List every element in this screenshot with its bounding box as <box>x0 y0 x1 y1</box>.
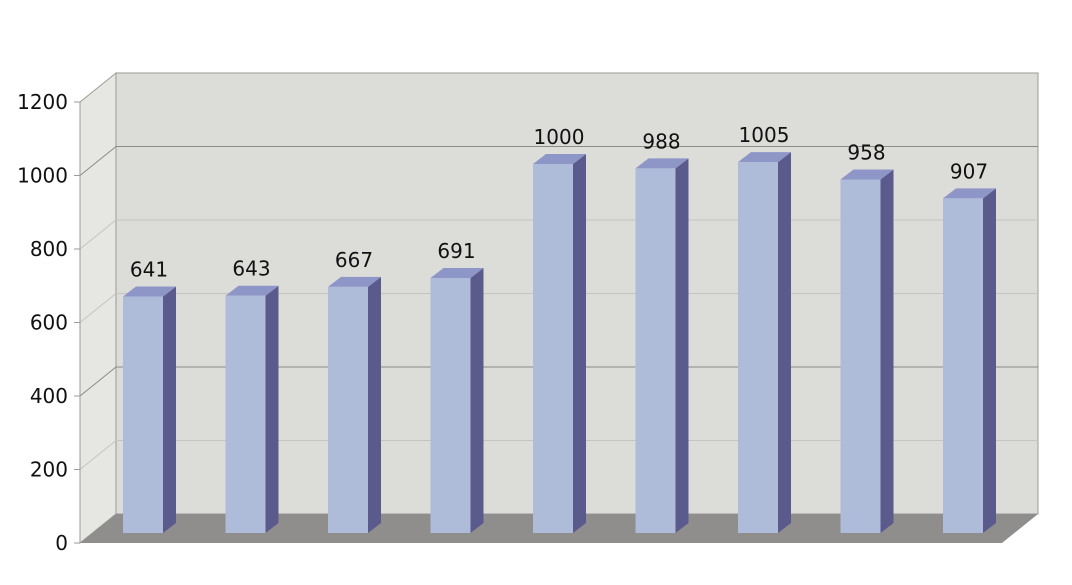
bar <box>225 285 279 533</box>
data-label: 643 <box>232 257 270 281</box>
y-tick-label: 400 <box>30 384 68 408</box>
bar-side <box>983 188 996 533</box>
bar-top <box>123 286 176 297</box>
bar <box>635 158 689 534</box>
data-label: 988 <box>642 129 680 153</box>
bar-side <box>368 276 381 533</box>
bar-top <box>943 188 996 199</box>
gridline-side <box>79 440 117 470</box>
bar <box>840 169 894 534</box>
bar-front <box>225 295 266 533</box>
bar-side <box>163 286 176 533</box>
y-tick-label: 0 <box>55 531 68 555</box>
bar <box>123 286 176 533</box>
bar-front <box>635 168 676 534</box>
gridline-side <box>79 146 117 176</box>
bar <box>738 152 791 533</box>
bar-side <box>880 169 894 534</box>
data-label: 667 <box>335 248 373 272</box>
bars <box>123 152 996 534</box>
bar-side <box>778 152 791 533</box>
gridline-side <box>79 293 117 323</box>
data-labels: 641 643 667 691 1000 988 1005 958 907 <box>130 123 988 281</box>
bar-front <box>943 198 983 533</box>
data-label: 691 <box>437 239 475 263</box>
gridline-side <box>79 219 117 250</box>
bar-front <box>123 296 163 533</box>
bar-front <box>738 162 778 533</box>
y-tick-label: 1200 <box>17 90 68 114</box>
bar-front <box>840 179 881 534</box>
bar-top <box>738 152 791 163</box>
data-label: 958 <box>847 140 885 164</box>
bar-top <box>533 154 586 164</box>
data-label: 1005 <box>739 123 790 147</box>
gridline-side <box>79 366 117 397</box>
bar-top <box>635 158 689 169</box>
bar <box>430 268 484 533</box>
bar-top <box>430 268 484 279</box>
bar-top <box>225 285 279 296</box>
bar-side <box>675 158 689 534</box>
bar-top <box>840 169 894 180</box>
bar-front <box>430 278 471 533</box>
bar-side <box>573 154 586 533</box>
bar-side <box>470 268 484 533</box>
y-tick-label: 1000 <box>17 164 68 188</box>
bar <box>328 276 381 533</box>
bar-top <box>328 276 381 287</box>
y-tick-label: 800 <box>30 237 68 261</box>
y-tick-label: 200 <box>30 458 68 482</box>
bar-side <box>265 285 279 533</box>
data-label: 907 <box>950 159 988 183</box>
bar <box>943 188 996 533</box>
data-label: 1000 <box>534 125 585 149</box>
y-axis-ticks: 0 200 400 600 800 1000 1200 <box>17 90 80 555</box>
bar <box>533 154 586 533</box>
bar-front <box>328 286 368 533</box>
data-label: 641 <box>130 257 168 281</box>
y-tick-label: 600 <box>30 311 68 335</box>
bar-front <box>533 164 573 533</box>
